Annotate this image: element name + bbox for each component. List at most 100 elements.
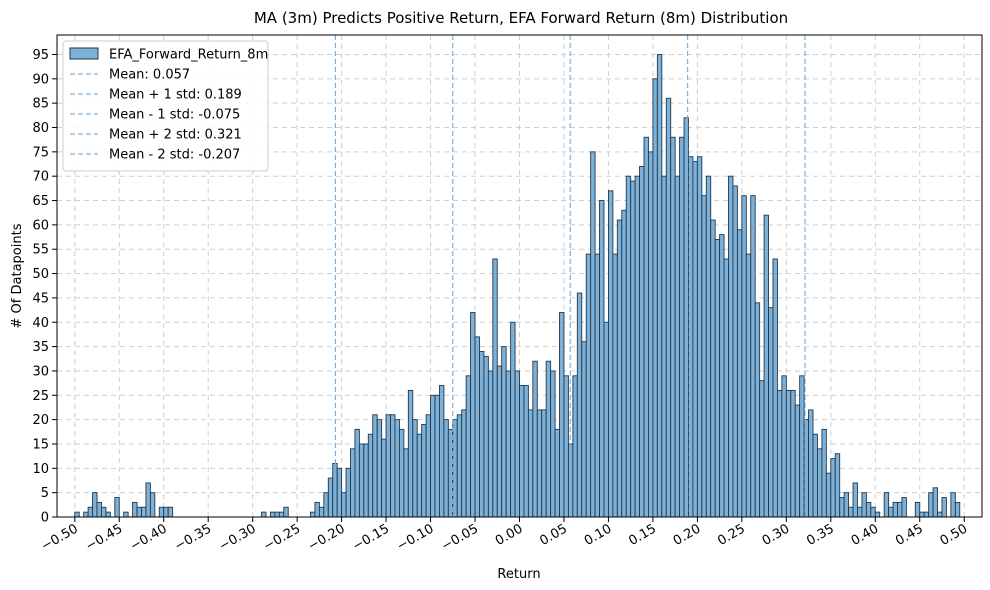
histogram-bar [283, 506, 289, 518]
histogram-bar [501, 346, 507, 518]
histogram-bar [714, 239, 721, 518]
histogram-bar [385, 414, 391, 518]
histogram-bar [474, 336, 480, 518]
histogram-bar [545, 360, 552, 518]
histogram-bar [710, 219, 716, 518]
histogram-bar [705, 175, 712, 518]
histogram-bar [390, 414, 396, 518]
histogram-bar [394, 419, 400, 518]
histogram-bar [345, 467, 351, 518]
histogram-bar [790, 389, 796, 518]
histogram-bar [372, 414, 378, 518]
histogram-bar [527, 409, 534, 518]
histogram-bar [341, 492, 347, 518]
histogram-bar [599, 200, 605, 518]
histogram-bar [843, 492, 850, 518]
histogram-bar [74, 511, 80, 518]
histogram-bar [483, 355, 489, 518]
histogram-bar [92, 492, 98, 518]
histogram-bar [416, 433, 423, 518]
legend-label: Mean + 1 std: 0.189 [109, 88, 242, 103]
histogram-bar [808, 409, 814, 518]
histogram-bar [901, 497, 907, 518]
histogram-bar [439, 385, 445, 518]
histogram-bar [505, 370, 512, 518]
histogram-bar [799, 375, 805, 518]
y-tick-label: 65 [32, 194, 49, 209]
histogram-bar [648, 151, 654, 518]
y-tick-label: 95 [32, 48, 49, 63]
histogram-bar [358, 443, 365, 518]
histogram-bar [607, 190, 614, 518]
y-tick-label: 35 [32, 340, 49, 355]
histogram-bar [327, 477, 334, 518]
histogram-bar [310, 511, 316, 518]
histogram-bar [443, 419, 449, 518]
legend-label: Mean + 2 std: 0.321 [109, 128, 242, 143]
histogram-bar [381, 438, 387, 518]
histogram-bar [96, 501, 102, 518]
y-tick-label: 50 [32, 267, 49, 282]
histogram-bar [452, 419, 458, 518]
y-tick-label: 90 [32, 72, 49, 87]
histogram-bar [754, 302, 761, 518]
histogram-bar [261, 511, 267, 518]
legend-label: Mean: 0.057 [109, 68, 190, 83]
histogram-bar [852, 482, 858, 518]
histogram-bar [141, 506, 147, 518]
histogram-bar [830, 458, 836, 518]
histogram-bar [634, 175, 641, 518]
y-tick-label: 85 [32, 97, 49, 112]
histogram-bar [105, 511, 111, 518]
y-tick-label: 10 [32, 462, 49, 477]
histogram-bar [701, 195, 707, 518]
histogram-bar [741, 195, 747, 518]
histogram-bar [630, 180, 636, 518]
histogram-bar [123, 511, 129, 518]
histogram-bar [536, 409, 543, 518]
histogram-bar [594, 253, 600, 518]
histogram-bar [554, 428, 560, 518]
histogram-bar [776, 389, 783, 518]
histogram-bar [559, 312, 565, 518]
legend-label: EFA_Forward_Return_8m [109, 48, 268, 63]
histogram-bar [616, 219, 623, 518]
histogram-bar [496, 365, 503, 518]
histogram-bar [421, 424, 427, 518]
histogram-bar [572, 375, 578, 518]
y-tick-label: 80 [32, 121, 49, 136]
y-tick-label: 25 [32, 389, 49, 404]
histogram-bar [318, 506, 325, 518]
x-axis-label: Return [497, 567, 540, 582]
histogram-bar [728, 175, 734, 518]
y-tick-label: 20 [32, 413, 49, 428]
histogram-bar [145, 482, 151, 518]
histogram-bar [376, 419, 383, 518]
histogram-bar [114, 497, 120, 518]
histogram-bar [821, 428, 827, 518]
histogram-bar [928, 492, 934, 518]
histogram-bar [652, 78, 658, 518]
histogram-bar [897, 501, 903, 518]
histogram-bar [736, 229, 743, 518]
histogram-bar [425, 414, 432, 518]
histogram-bar [919, 511, 925, 518]
y-tick-label: 45 [32, 291, 49, 306]
histogram-bar [888, 506, 894, 518]
histogram-bar [479, 351, 485, 518]
histogram-bar [661, 175, 667, 518]
histogram-bar [670, 136, 676, 518]
histogram-bar [514, 370, 520, 518]
histogram-bar [447, 428, 454, 518]
histogram-bar [865, 501, 872, 518]
histogram-bar [461, 409, 467, 518]
chart-title: MA (3m) Predicts Positive Return, EFA Fo… [254, 9, 788, 27]
histogram-bar [639, 166, 645, 518]
y-tick-label: 75 [32, 145, 49, 160]
y-tick-label: 30 [32, 364, 49, 379]
histogram-bar [158, 506, 165, 518]
histogram-bar [625, 175, 632, 518]
histogram-bar [861, 492, 867, 518]
histogram-bar [674, 175, 681, 518]
histogram-bar [430, 394, 436, 518]
